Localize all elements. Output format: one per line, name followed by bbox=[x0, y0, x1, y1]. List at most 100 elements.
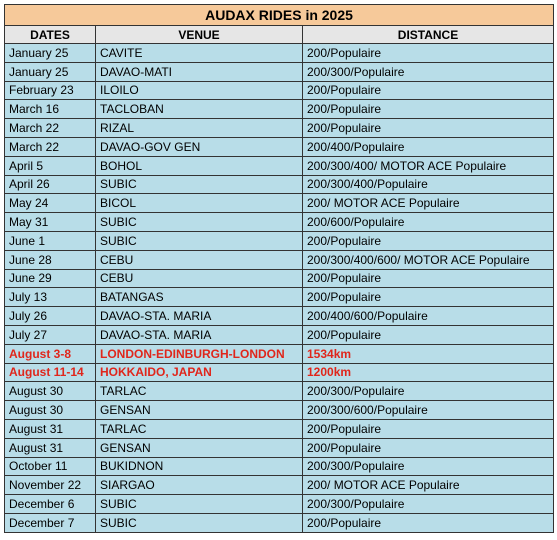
venue-cell: SUBIC bbox=[95, 494, 303, 514]
venue-cell: DAVAO-GOV GEN bbox=[95, 136, 303, 157]
date-cell: July 27 bbox=[4, 324, 96, 345]
date-cell: November 22 bbox=[4, 475, 96, 496]
ride-row: August 30 TARLAC 200/300/Populaire bbox=[4, 381, 555, 402]
date-cell: June 29 bbox=[4, 268, 96, 289]
ride-row: January 25 CAVITE 200/Populaire bbox=[4, 43, 555, 63]
venue-cell: CEBU bbox=[95, 268, 303, 289]
distance-cell: 200/Populaire bbox=[301, 230, 555, 251]
venue-cell: DAVAO-STA. MARIA bbox=[95, 306, 303, 326]
ride-row: March 16 TACLOBAN 200/Populaire bbox=[4, 99, 555, 120]
venue-cell: BOHOL bbox=[95, 155, 303, 176]
ride-row: February 23 ILOILO 200/Populaire bbox=[4, 80, 555, 101]
ride-row: July 26 DAVAO-STA. MARIA 200/400/600/Popul… bbox=[4, 306, 555, 326]
distance-cell: 200/300/400/ MOTOR ACE Populaire bbox=[301, 155, 555, 176]
ride-row: May 31 SUBIC 200/600/Populaire bbox=[4, 212, 555, 232]
date-cell: March 22 bbox=[4, 136, 96, 157]
rides-table: AUDAX RIDES in 2025 DATES VENUE DISTANCE… bbox=[3, 4, 555, 533]
distance-cell: 200/Populaire bbox=[301, 80, 555, 101]
venue-cell: RIZAL bbox=[95, 118, 303, 138]
ride-row: August 3-8 LONDON-EDINBURGH-LONDON 1534km bbox=[4, 343, 555, 364]
venue-cell: GENSAN bbox=[95, 437, 303, 458]
ride-row: March 22 DAVAO-GOV GEN 200/400/Populaire bbox=[4, 136, 555, 157]
date-cell: April 26 bbox=[4, 174, 96, 195]
ride-row: October 11 BUKIDNON 200/300/Populaire bbox=[4, 456, 555, 477]
venue-cell: SUBIC bbox=[95, 174, 303, 195]
distance-cell: 200/400/Populaire bbox=[301, 136, 555, 157]
date-cell: May 24 bbox=[4, 193, 96, 214]
date-cell: August 30 bbox=[4, 400, 96, 420]
table-body: January 25 CAVITE 200/Populaire January 25 D… bbox=[4, 43, 555, 533]
distance-cell: 200/300/400/600/ MOTOR ACE Populaire bbox=[301, 249, 555, 270]
distance-cell: 200/Populaire bbox=[301, 43, 555, 63]
distance-cell: 200/Populaire bbox=[301, 437, 555, 458]
distance-cell: 1200km bbox=[301, 362, 555, 383]
date-cell: January 25 bbox=[4, 61, 96, 82]
venue-cell: HOKKAIDO, JAPAN bbox=[95, 362, 303, 383]
date-cell: June 1 bbox=[4, 230, 96, 251]
ride-row: June 29 CEBU 200/Populaire bbox=[4, 268, 555, 289]
venue-cell: BUKIDNON bbox=[95, 456, 303, 477]
ride-row: April 5 BOHOL 200/300/400/ MOTOR ACE Popul… bbox=[4, 155, 555, 176]
venue-cell: SUBIC bbox=[95, 212, 303, 232]
date-cell: August 11-14 bbox=[4, 362, 96, 383]
venue-cell: DAVAO-STA. MARIA bbox=[95, 324, 303, 345]
venue-cell: CAVITE bbox=[95, 43, 303, 63]
date-cell: August 3-8 bbox=[4, 343, 96, 364]
ride-row: June 1 SUBIC 200/Populaire bbox=[4, 230, 555, 251]
distance-cell: 200/400/600/Populaire bbox=[301, 306, 555, 326]
distance-cell: 200/Populaire bbox=[301, 324, 555, 345]
distance-cell: 200/300/400/Populaire bbox=[301, 174, 555, 195]
date-cell: June 28 bbox=[4, 249, 96, 270]
ride-row: June 28 CEBU 200/300/400/600/ MOTOR ACE Po… bbox=[4, 249, 555, 270]
ride-row: July 13 BATANGAS 200/Populaire bbox=[4, 287, 555, 308]
distance-cell: 200/300/Populaire bbox=[301, 456, 555, 477]
distance-cell: 200/300/600/Populaire bbox=[301, 400, 555, 420]
date-cell: May 31 bbox=[4, 212, 96, 232]
date-cell: October 11 bbox=[4, 456, 96, 477]
ride-row: July 27 DAVAO-STA. MARIA 200/Populaire bbox=[4, 324, 555, 345]
venue-cell: TARLAC bbox=[95, 381, 303, 402]
distance-cell: 200/Populaire bbox=[301, 268, 555, 289]
date-cell: July 26 bbox=[4, 306, 96, 326]
venue-cell: TACLOBAN bbox=[95, 99, 303, 120]
venue-cell: ILOILO bbox=[95, 80, 303, 101]
date-cell: August 31 bbox=[4, 418, 96, 439]
date-cell: March 22 bbox=[4, 118, 96, 138]
venue-cell: BICOL bbox=[95, 193, 303, 214]
date-cell: August 31 bbox=[4, 437, 96, 458]
date-cell: July 13 bbox=[4, 287, 96, 308]
distance-cell: 200/Populaire bbox=[301, 512, 555, 533]
venue-cell: SIARGAO bbox=[95, 475, 303, 496]
ride-row: January 25 DAVAO-MATI 200/300/Populaire bbox=[4, 61, 555, 82]
header-row: DATES VENUE DISTANCE bbox=[4, 25, 555, 44]
date-cell: January 25 bbox=[4, 43, 96, 63]
date-cell: April 5 bbox=[4, 155, 96, 176]
venue-cell: LONDON-EDINBURGH-LONDON bbox=[95, 343, 303, 364]
date-cell: December 7 bbox=[4, 512, 96, 533]
ride-row: November 22 SIARGAO 200/ MOTOR ACE Populai… bbox=[4, 475, 555, 496]
column-header: VENUE bbox=[95, 25, 303, 44]
table-title: AUDAX RIDES in 2025 bbox=[3, 4, 555, 26]
date-cell: August 30 bbox=[4, 381, 96, 402]
distance-cell: 200/300/Populaire bbox=[301, 381, 555, 402]
column-header: DISTANCE bbox=[301, 25, 555, 44]
venue-cell: CEBU bbox=[95, 249, 303, 270]
venue-cell: SUBIC bbox=[95, 512, 303, 533]
venue-cell: DAVAO-MATI bbox=[95, 61, 303, 82]
ride-row: April 26 SUBIC 200/300/400/Populaire bbox=[4, 174, 555, 195]
ride-row: August 31 GENSAN 200/Populaire bbox=[4, 437, 555, 458]
date-cell: March 16 bbox=[4, 99, 96, 120]
date-cell: December 6 bbox=[4, 494, 96, 514]
distance-cell: 200/ MOTOR ACE Populaire bbox=[301, 193, 555, 214]
date-cell: February 23 bbox=[4, 80, 96, 101]
ride-row: March 22 RIZAL 200/Populaire bbox=[4, 118, 555, 138]
distance-cell: 200/Populaire bbox=[301, 418, 555, 439]
ride-row: December 7 SUBIC 200/Populaire bbox=[4, 512, 555, 533]
distance-cell: 200/Populaire bbox=[301, 118, 555, 138]
venue-cell: TARLAC bbox=[95, 418, 303, 439]
ride-row: August 11-14 HOKKAIDO, JAPAN 1200km bbox=[4, 362, 555, 383]
ride-row: December 6 SUBIC 200/300/Populaire bbox=[4, 494, 555, 514]
venue-cell: SUBIC bbox=[95, 230, 303, 251]
distance-cell: 200/300/Populaire bbox=[301, 61, 555, 82]
